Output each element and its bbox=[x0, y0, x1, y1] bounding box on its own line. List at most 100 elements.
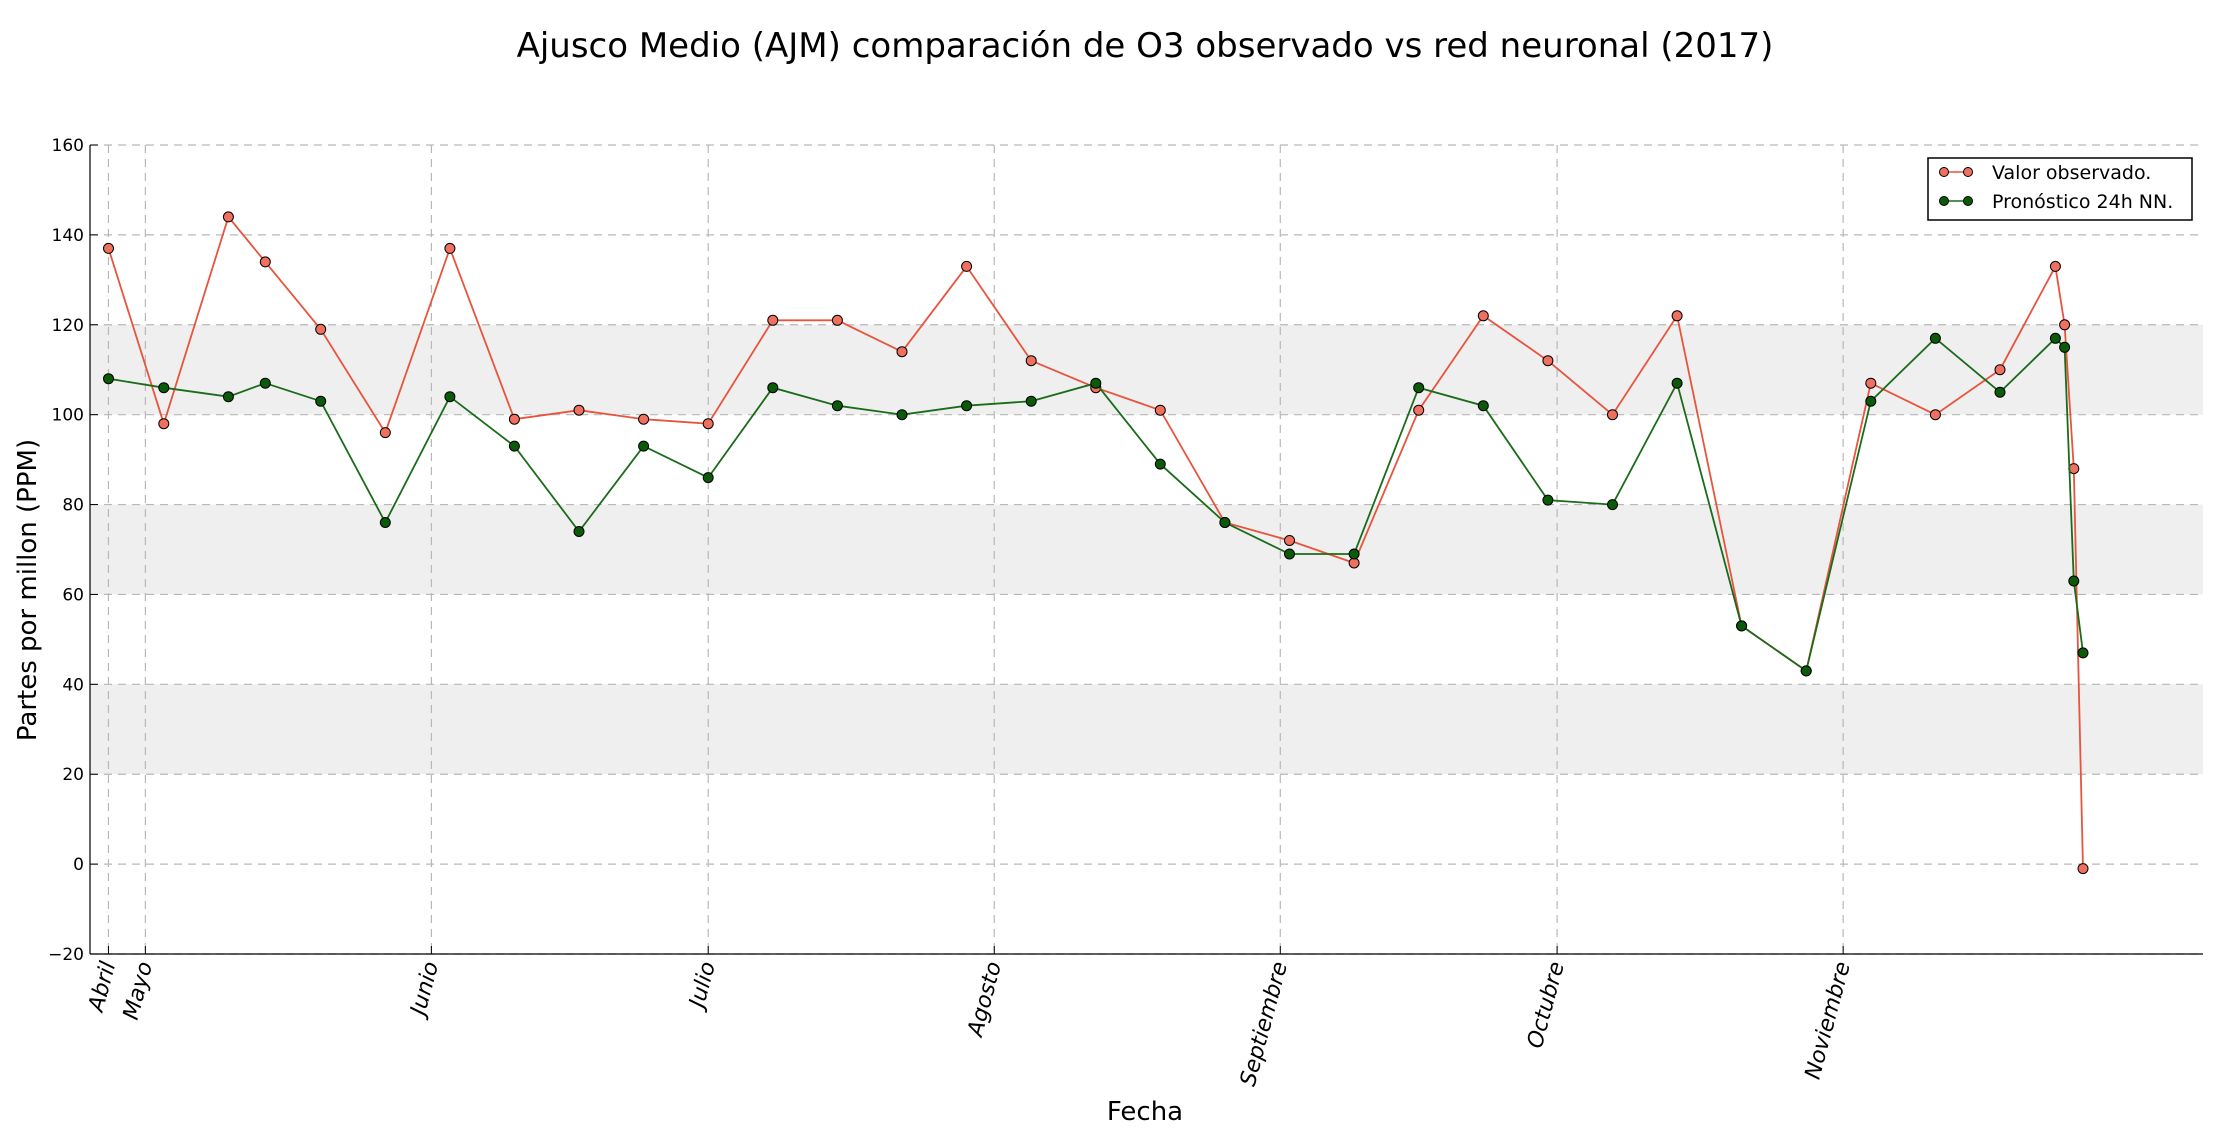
legend: Valor observado. Pronóstico 24h NN. bbox=[1927, 157, 2193, 221]
data-point bbox=[1413, 382, 1425, 394]
legend-entry-observed: Valor observado. bbox=[1939, 162, 2151, 184]
y-tick-label: 40 bbox=[62, 675, 84, 695]
data-point bbox=[1865, 377, 1877, 389]
band-2 bbox=[90, 324, 2203, 415]
data-point bbox=[1477, 310, 1489, 322]
data-point bbox=[1154, 404, 1166, 416]
series-1 bbox=[103, 332, 2089, 677]
data-point bbox=[1284, 548, 1295, 560]
y-tick-label: 100 bbox=[52, 406, 84, 426]
data-point bbox=[158, 382, 170, 394]
x-axis-label: Fecha bbox=[1107, 1097, 1183, 1127]
y-tick-label: 20 bbox=[62, 765, 84, 785]
data-point bbox=[767, 314, 779, 326]
data-point bbox=[1090, 377, 1102, 389]
y-tick-label: 0 bbox=[73, 855, 84, 875]
data-point bbox=[702, 472, 714, 484]
legend-label-forecast: Pronóstico 24h NN. bbox=[1992, 191, 2173, 213]
data-point bbox=[1025, 395, 1037, 407]
y-tick-label: 160 bbox=[52, 136, 84, 156]
data-point bbox=[379, 427, 391, 439]
data-point bbox=[1348, 548, 1360, 560]
legend-label-observed: Valor observado. bbox=[1992, 162, 2151, 184]
band-1 bbox=[90, 504, 2203, 595]
data-point bbox=[2059, 341, 2071, 353]
data-point bbox=[1736, 620, 1748, 632]
data-point bbox=[2059, 319, 2071, 331]
data-point bbox=[702, 418, 714, 430]
data-point bbox=[831, 400, 843, 412]
y-tick-label: −20 bbox=[48, 945, 84, 965]
x-tick-label: Agosto bbox=[963, 959, 1007, 1041]
data-point bbox=[1284, 535, 1295, 546]
data-point bbox=[961, 260, 973, 272]
data-point bbox=[1607, 409, 1618, 421]
data-point bbox=[1865, 395, 1877, 407]
data-point bbox=[103, 373, 114, 385]
data-point bbox=[1607, 499, 1618, 511]
data-point bbox=[444, 242, 456, 254]
data-point bbox=[158, 418, 170, 430]
data-point bbox=[259, 256, 271, 268]
data-point bbox=[2077, 647, 2089, 659]
data-point bbox=[896, 409, 908, 421]
data-point bbox=[573, 404, 585, 416]
data-point bbox=[1219, 517, 1231, 528]
data-point bbox=[573, 526, 585, 537]
data-point bbox=[1025, 355, 1037, 367]
data-point bbox=[103, 242, 114, 254]
data-point bbox=[222, 211, 234, 223]
data-point bbox=[379, 517, 391, 528]
data-point bbox=[508, 413, 520, 425]
data-point bbox=[1671, 310, 1683, 322]
x-tick-label: Mayo bbox=[119, 959, 158, 1022]
data-point bbox=[2068, 575, 2080, 587]
data-point bbox=[1994, 364, 2006, 376]
shaded-bands bbox=[90, 324, 2203, 775]
y-tick-label: 140 bbox=[52, 226, 84, 246]
y-axis-label: Partes por millon (PPM) bbox=[13, 439, 43, 741]
band-0 bbox=[90, 684, 2203, 775]
x-tick-label: Julio bbox=[684, 959, 721, 1014]
data-point bbox=[1154, 458, 1166, 470]
data-point bbox=[638, 440, 650, 452]
x-tick-label: Junio bbox=[405, 959, 444, 1021]
axes bbox=[89, 144, 2203, 955]
data-point bbox=[1413, 404, 1425, 416]
data-point bbox=[961, 400, 973, 412]
series-layer bbox=[103, 211, 2089, 875]
data-point bbox=[831, 314, 843, 326]
data-point bbox=[1477, 400, 1489, 412]
data-point bbox=[315, 323, 327, 335]
x-tick-label: Septiembre bbox=[1236, 959, 1293, 1089]
data-point bbox=[2077, 863, 2089, 875]
legend-box bbox=[1927, 157, 2193, 221]
data-point bbox=[2049, 260, 2061, 272]
data-point bbox=[2049, 332, 2061, 344]
data-point bbox=[1542, 494, 1554, 506]
data-point bbox=[638, 413, 650, 425]
x-tick-label: Octubre bbox=[1523, 959, 1570, 1051]
data-point bbox=[315, 395, 327, 407]
data-point bbox=[1994, 386, 2006, 398]
data-point bbox=[508, 440, 520, 452]
legend-entry-forecast: Pronóstico 24h NN. bbox=[1939, 191, 2173, 213]
chart-title: Ajusco Medio (AJM) comparación de O3 obs… bbox=[517, 26, 1774, 66]
data-point bbox=[1671, 377, 1683, 389]
data-point bbox=[1542, 355, 1554, 367]
data-point bbox=[222, 391, 234, 403]
y-tick-label: 80 bbox=[62, 496, 84, 516]
data-point bbox=[444, 391, 456, 403]
data-point bbox=[1800, 665, 1812, 677]
data-point bbox=[896, 346, 908, 358]
x-tick-label: Noviembre bbox=[1801, 959, 1856, 1082]
x-tick-label: Abril bbox=[84, 959, 122, 1016]
data-point bbox=[1929, 409, 1941, 421]
y-tick-label: 60 bbox=[62, 585, 84, 605]
data-point bbox=[259, 377, 271, 389]
data-point bbox=[767, 382, 779, 394]
y-tick-label: 120 bbox=[52, 316, 84, 336]
